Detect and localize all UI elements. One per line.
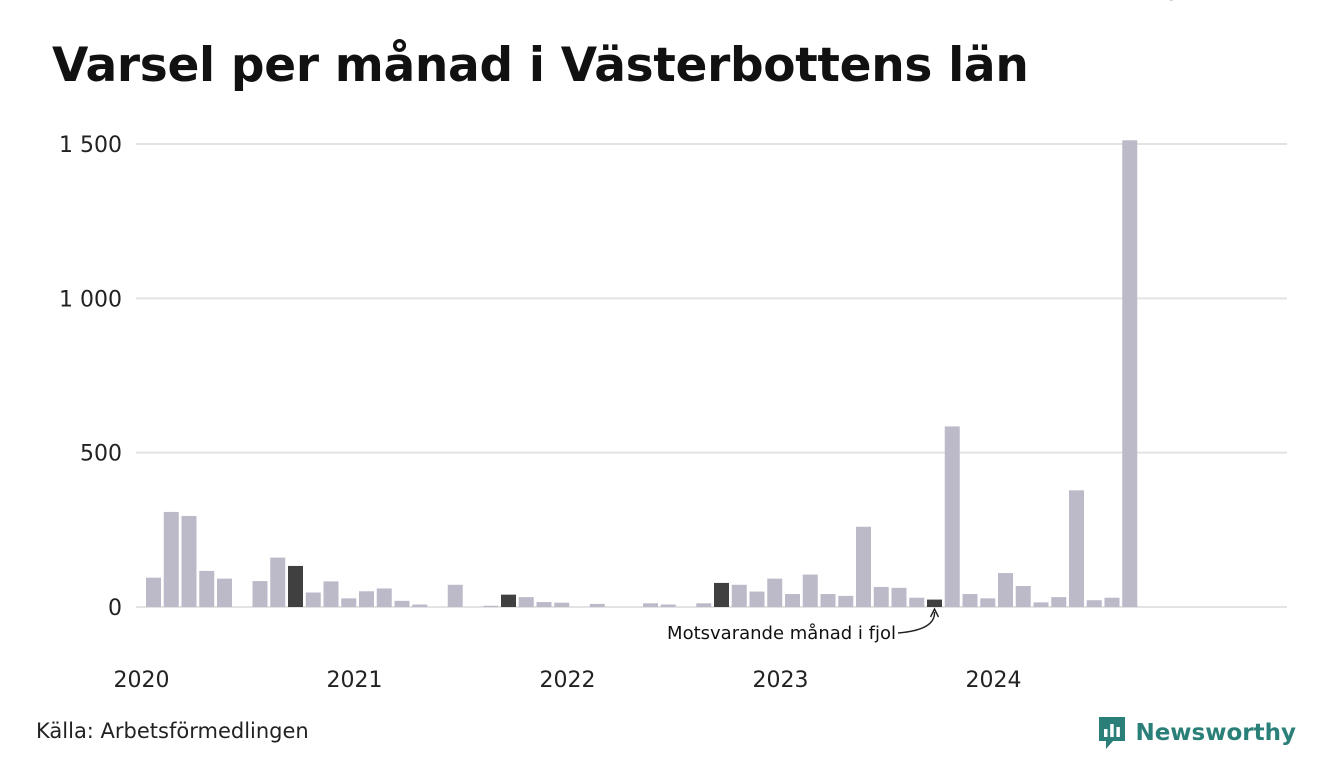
- axis-labels: 0 500 1 000 1 500 2020 2021 2022 2023 2024: [59, 133, 1021, 693]
- brand-logo[interactable]: Newsworthy: [1097, 713, 1296, 753]
- x-tick-label: 2021: [327, 668, 383, 693]
- bar-2023-06: [873, 586, 889, 607]
- bar-2022-11: [749, 591, 765, 607]
- bar-2020-05: [217, 578, 232, 607]
- bar-2020-02: [163, 511, 179, 607]
- y-tick-label: 500: [80, 442, 122, 467]
- bar-2022-09: [714, 582, 729, 607]
- bar-2022-08: [696, 603, 712, 607]
- annotations: 1 512 Motsvarande månad i fjol: [667, 0, 1212, 644]
- bar-2024-07: [1104, 597, 1120, 607]
- brand-name: Newsworthy: [1135, 720, 1296, 746]
- bar-2020-01: [146, 577, 161, 607]
- bar-2024-02: [1015, 586, 1031, 607]
- bar-2023-04: [838, 595, 854, 607]
- bar-2022-02: [589, 603, 605, 607]
- bars: [146, 140, 1138, 607]
- x-tick-label: 2023: [753, 668, 809, 693]
- bar-2023-08: [909, 597, 925, 607]
- bar-2020-09: [288, 565, 303, 607]
- bar-2024-03: [1033, 602, 1049, 607]
- bar-2024-08: [1122, 140, 1138, 607]
- bar-2023-03: [820, 594, 836, 607]
- bar-2020-08: [270, 557, 286, 607]
- bar-2023-12: [980, 598, 996, 607]
- bar-2023-09: [927, 599, 942, 607]
- current-value-label: 1 512: [1141, 0, 1213, 6]
- bar-2021-12: [554, 602, 570, 607]
- x-tick-label: 2024: [966, 668, 1022, 693]
- bar-2023-10: [944, 426, 960, 607]
- bar-2022-12: [767, 578, 783, 607]
- bar-2021-09: [501, 594, 516, 607]
- bar-2023-05: [856, 526, 871, 607]
- bar-2021-06: [447, 584, 463, 607]
- bar-2023-02: [802, 574, 818, 607]
- bar-2020-12: [341, 598, 357, 607]
- bar-2021-01: [359, 591, 374, 607]
- bar-2020-03: [181, 515, 197, 607]
- bar-2024-04: [1051, 597, 1067, 607]
- bar-2023-01: [785, 594, 800, 607]
- bar-2021-10: [518, 597, 534, 607]
- bar-2022-05: [643, 603, 658, 607]
- bar-2021-04: [412, 604, 428, 607]
- annotation-arrow: [897, 611, 936, 634]
- x-tick-label: 2022: [540, 668, 596, 693]
- bar-2023-07: [891, 587, 907, 607]
- annotation-arrowhead: [929, 607, 940, 618]
- bar-2022-06: [660, 604, 676, 607]
- bar-2024-01: [998, 573, 1013, 607]
- bar-2020-07: [252, 581, 268, 607]
- x-tick-label: 2020: [114, 668, 170, 693]
- bar-2021-02: [376, 588, 392, 607]
- bar-2021-08: [483, 605, 499, 607]
- bar-2020-04: [199, 570, 215, 607]
- y-tick-label: 1 500: [59, 133, 122, 158]
- bar-2021-11: [536, 602, 552, 607]
- y-tick-label: 1 000: [59, 287, 122, 312]
- bar-2024-05: [1069, 490, 1084, 607]
- newsworthy-logo-icon: [1099, 717, 1126, 749]
- bar-2022-10: [731, 584, 747, 607]
- source-note: Källa: Arbetsförmedlingen: [36, 719, 309, 743]
- bar-2020-11: [323, 581, 339, 607]
- bar-2024-06: [1086, 600, 1102, 607]
- chart-title: Varsel per månad i Västerbottens län: [52, 38, 1029, 93]
- bar-2020-10: [305, 592, 321, 607]
- gridlines: [136, 143, 1287, 608]
- annotation-text: Motsvarande månad i fjol: [667, 623, 896, 644]
- y-tick-label: 0: [108, 596, 122, 621]
- bar-2021-03: [394, 600, 410, 607]
- bar-2023-11: [962, 594, 978, 607]
